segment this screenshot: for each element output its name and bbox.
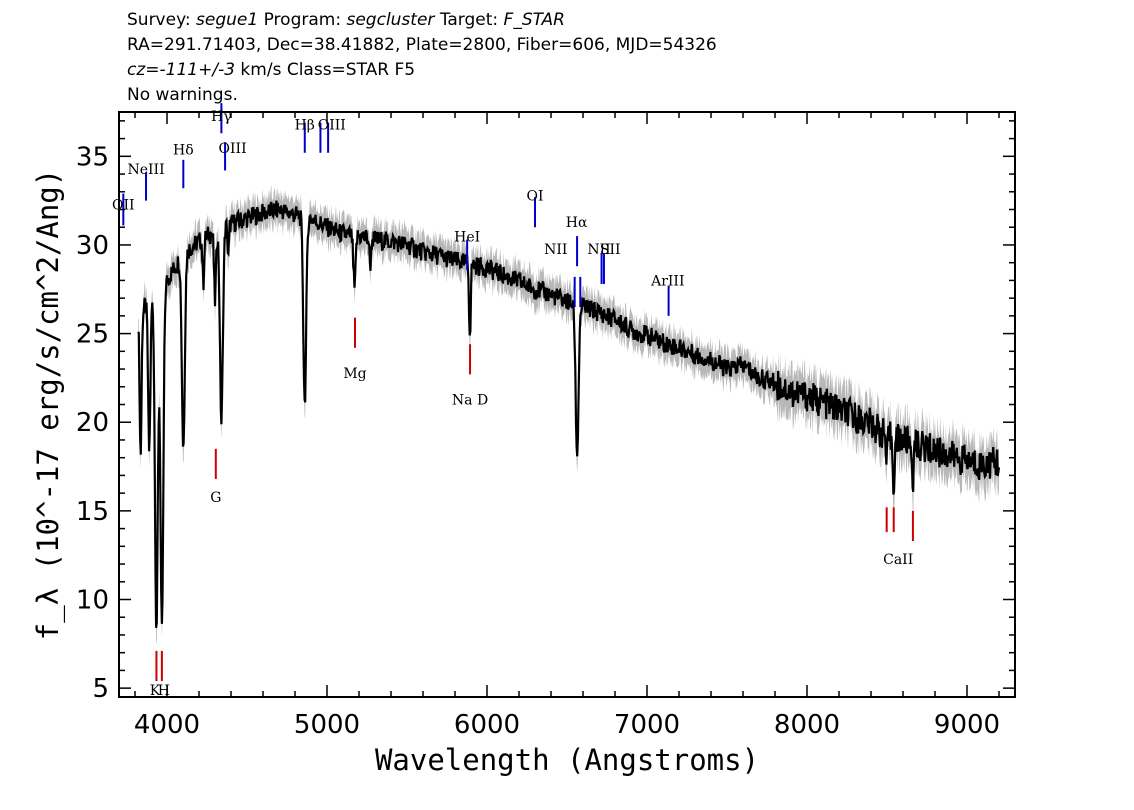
line-label: Hα	[566, 215, 588, 231]
header-line-4: No warnings.	[127, 85, 238, 105]
spectrum-line	[137, 200, 1001, 628]
x-tick-label: 5000	[294, 710, 360, 740]
line-label: NII	[587, 242, 610, 258]
axes-layer: 4000 5000 6000 7000 8000 9000 5 10 15 20 25 30 35 Wav…	[31, 111, 1016, 777]
line-label: OI	[526, 189, 543, 205]
spectrum-header: Survey: segue1 Program: segcluster Targe…	[127, 8, 717, 108]
spectrum-layer	[137, 200, 1001, 628]
x-tick-label: 7000	[614, 710, 680, 740]
x-axis-title: Wavelength (Angstroms)	[375, 743, 759, 777]
line-label: Mg	[343, 366, 366, 382]
y-tick-label: 35	[76, 142, 109, 172]
program-value: segcluster	[346, 10, 435, 30]
x-tick-label: 8000	[774, 710, 840, 740]
line-label: SII	[600, 242, 621, 258]
program-label: Program:	[263, 10, 342, 30]
line-label: ArIII	[650, 274, 684, 290]
y-tick-label: 30	[76, 231, 109, 261]
header-line-1: Survey: segue1 Program: segcluster Targe…	[127, 8, 717, 33]
line-label: G	[210, 490, 221, 506]
y-tick-label: 5	[92, 674, 109, 704]
line-label: NII	[544, 242, 567, 258]
line-label: Hβ	[295, 118, 315, 134]
header-line-3: cz=-111+/-3 km/s Class=STAR F5	[127, 58, 717, 83]
y-tick-label: 25	[76, 320, 109, 350]
line-label: Na D	[452, 393, 488, 409]
line-label: CaII	[883, 552, 913, 568]
x-tick-label: 9000	[934, 710, 1000, 740]
line-label: Hδ	[173, 143, 194, 159]
line-label: NeIII	[127, 162, 164, 178]
survey-value: segue1	[196, 10, 259, 30]
y-tick-label: 20	[76, 408, 109, 438]
target-value: F_STAR	[503, 10, 565, 30]
line-label: OII	[112, 198, 135, 214]
x-tick-label: 4000	[134, 710, 200, 740]
line-label: K	[150, 683, 161, 699]
survey-label: Survey:	[127, 10, 191, 30]
line-label: OIII	[219, 141, 247, 157]
target-label: Target:	[439, 10, 499, 30]
line-label: OIII	[318, 118, 346, 134]
header-line-2: RA=291.71403, Dec=38.41882, Plate=2800, …	[127, 35, 717, 55]
cz-value: -111+/-3	[159, 60, 236, 80]
x-tick-label: 6000	[454, 710, 520, 740]
line-label: HeI	[454, 229, 480, 245]
y-tick-label: 15	[76, 497, 109, 527]
cz-label: cz=	[127, 60, 160, 80]
y-tick-label: 10	[76, 586, 109, 616]
cz-rest: km/s Class=STAR F5	[235, 60, 416, 80]
y-axis-title: f_λ (10^-17 erg/s/cm^2/Ang)	[31, 169, 66, 640]
